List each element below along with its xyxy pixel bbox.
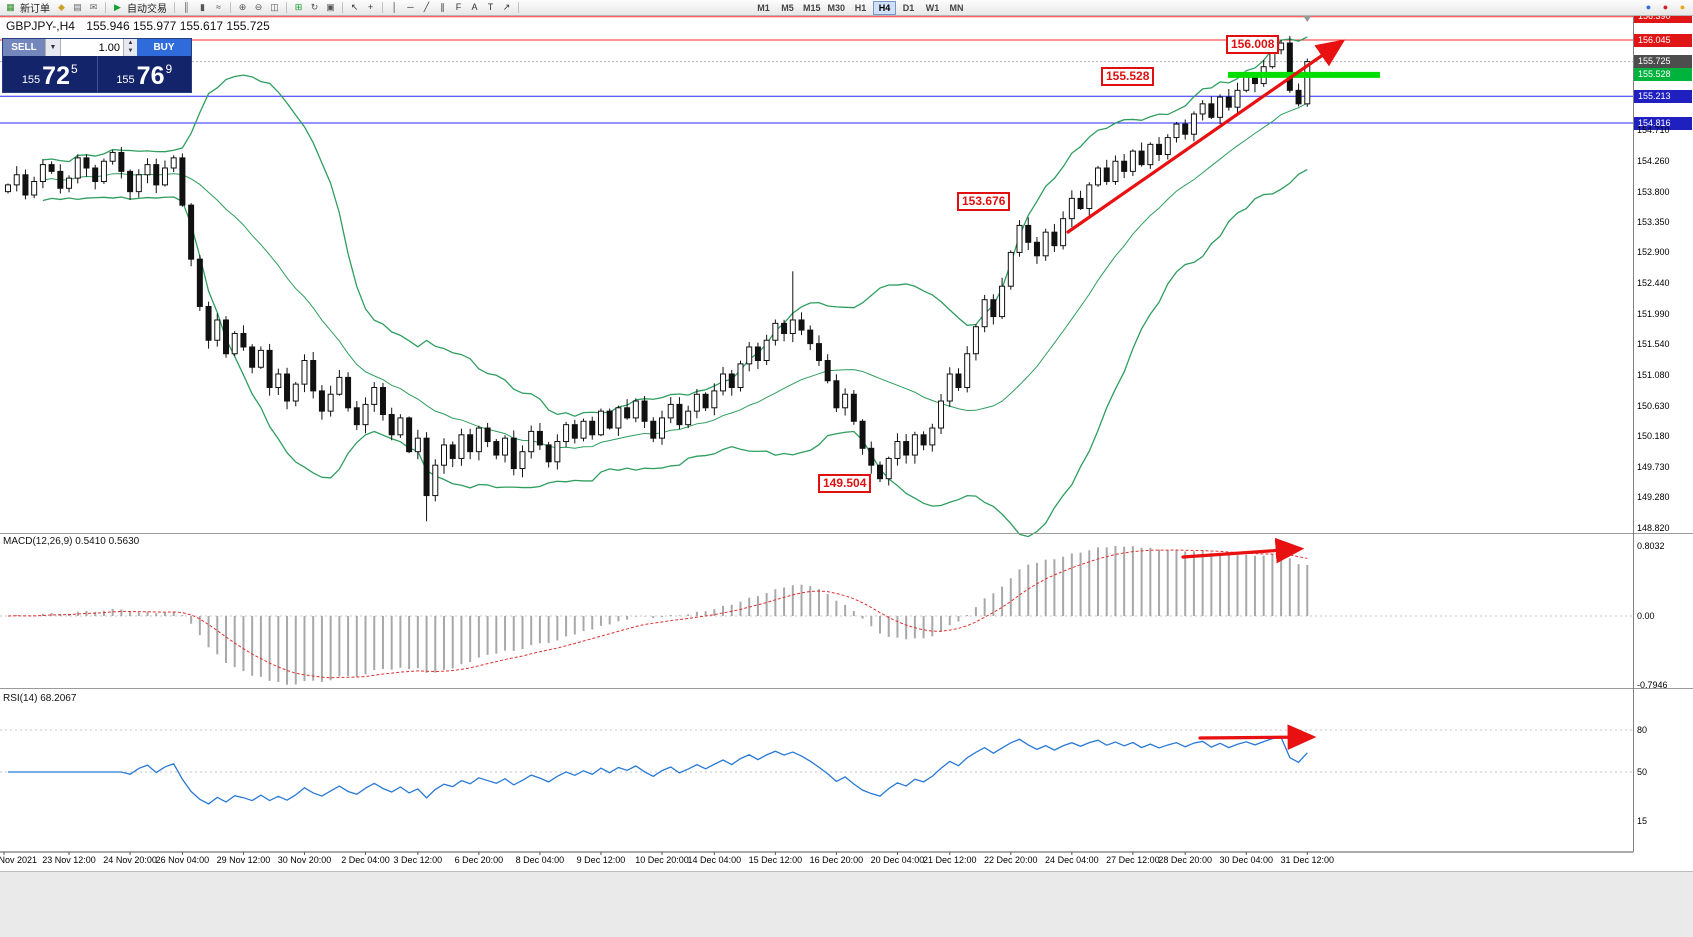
buy-price-area[interactable]: 155 76 9 <box>98 56 192 92</box>
autotrading-icon[interactable]: ▶ <box>114 2 121 12</box>
macd-signal-line <box>7 549 1308 679</box>
line-chart-icon[interactable]: ≈ <box>216 2 221 12</box>
timeframe-m15[interactable]: M15 <box>803 2 821 13</box>
toolbar-separator <box>382 2 383 13</box>
chart-shift-marker[interactable] <box>1303 16 1312 22</box>
trend-arrow[interactable] <box>1198 724 1317 751</box>
new-order-label: 新订单 <box>20 4 50 15</box>
add-indicator-icon[interactable]: ⊞ <box>294 2 303 12</box>
trend-arrow[interactable] <box>1181 537 1305 564</box>
timeframe-d1[interactable]: D1 <box>902 2 915 13</box>
zoom-out-icon[interactable]: ⊖ <box>254 2 263 12</box>
toolbar-separator <box>286 2 287 13</box>
styles-icon[interactable]: ◆ <box>58 2 65 12</box>
price-annotation[interactable]: 155.528 <box>1101 67 1155 86</box>
bollinger-upper <box>42 36 1308 417</box>
arrow-tool-icon[interactable]: ↗ <box>502 2 511 12</box>
candlestick-chart-icon[interactable]: ▮ <box>200 2 205 12</box>
one-click-trading-panel: SELL ▼ ▲ ▼ BUY 155 72 5 155 76 9 <box>2 38 192 93</box>
sell-price-pips: 72 <box>42 62 70 90</box>
timeframe-buttons: M1 M5 M15 M30 H1 H4 D1 W1 MN <box>752 0 968 15</box>
news-icon[interactable]: ● <box>1662 2 1669 12</box>
crosshair-icon[interactable]: + <box>367 2 374 12</box>
buy-price-base: 155 <box>116 74 135 86</box>
sell-price-base: 155 <box>21 74 41 86</box>
order-type-dropdown[interactable]: ▼ <box>45 39 61 56</box>
tile-windows-icon[interactable]: ◫ <box>270 2 279 12</box>
toolbar-separator <box>174 2 175 13</box>
horizontal-line-icon[interactable]: ─ <box>407 2 414 12</box>
toolbar-left-group: ▦ 新订单 ◆ ▤ ✉ ▶ 自动交易 ║ ▮ ≈ ⊕ ⊖ ◫ ⊞ ↻ ▣ ↖ + │ ─ ╱ ∥ F A T ↗ <box>3 0 522 15</box>
price-annotation[interactable]: 156.008 <box>1226 35 1280 54</box>
timeframe-h4[interactable]: H4 <box>873 0 897 15</box>
volume-stepper[interactable]: ▲ ▼ <box>123 39 137 56</box>
buy-price-pips: 76 <box>136 62 165 90</box>
zoom-in-icon[interactable]: ⊕ <box>238 2 247 12</box>
toolbar-right-group: ● ● ● <box>1641 1 1690 14</box>
toolbar-separator <box>342 2 343 13</box>
volume-down-icon[interactable]: ▼ <box>124 47 137 55</box>
price-annotation[interactable]: 153.676 <box>957 192 1011 211</box>
period-refresh-icon[interactable]: ↻ <box>310 2 319 12</box>
toolbar-separator <box>518 2 519 13</box>
timeframe-w1[interactable]: W1 <box>925 2 940 13</box>
channel-icon[interactable]: ∥ <box>440 2 445 12</box>
bollinger-lower <box>42 168 1308 538</box>
bollinger-middle <box>42 102 1308 449</box>
timeframe-m1[interactable]: M1 <box>757 2 770 13</box>
sell-price-point: 5 <box>70 62 78 76</box>
rsi-line <box>8 736 1308 805</box>
alert-icon[interactable]: ● <box>1679 2 1686 12</box>
new-order-icon[interactable]: ▦ <box>6 2 15 12</box>
timeframe-h1[interactable]: H1 <box>854 2 867 13</box>
trend-arrow[interactable] <box>1066 39 1346 234</box>
volume-up-icon[interactable]: ▲ <box>124 39 137 47</box>
volume-input[interactable] <box>61 39 123 56</box>
candles <box>5 35 1311 522</box>
sell-price-area[interactable]: 155 72 5 <box>3 56 98 92</box>
sell-button[interactable]: SELL <box>3 39 45 56</box>
trendline-icon[interactable]: ╱ <box>423 2 430 12</box>
toolbar-separator <box>105 2 106 13</box>
text-icon[interactable]: A <box>471 2 478 12</box>
mail-icon[interactable]: ✉ <box>89 2 98 12</box>
help-icon[interactable]: ● <box>1645 2 1652 12</box>
timeframe-m5[interactable]: M5 <box>781 2 794 13</box>
toolbar-separator <box>230 2 231 13</box>
timeframe-mn[interactable]: MN <box>949 2 964 13</box>
profiles-icon[interactable]: ▤ <box>73 2 82 12</box>
cursor-icon[interactable]: ↖ <box>350 2 359 12</box>
text-label-icon[interactable]: T <box>487 2 494 12</box>
templates-icon[interactable]: ▣ <box>326 2 335 12</box>
price-annotation[interactable]: 149.504 <box>818 474 872 493</box>
macd-histogram <box>15 546 1309 685</box>
main-toolbar: ▦ 新订单 ◆ ▤ ✉ ▶ 自动交易 ║ ▮ ≈ ⊕ ⊖ ◫ ⊞ ↻ ▣ ↖ + │ ─ ╱ ∥ F A T ↗ M1 M5 M15 M… <box>0 0 1693 16</box>
buy-button[interactable]: BUY <box>137 39 191 56</box>
vertical-line-icon[interactable]: │ <box>391 2 398 12</box>
autotrading-label: 自动交易 <box>127 4 167 15</box>
fibonacci-icon[interactable]: F <box>455 2 462 12</box>
bar-chart-icon[interactable]: ║ <box>183 2 190 12</box>
buy-price-point: 9 <box>165 62 173 76</box>
timeframe-m30[interactable]: M30 <box>827 2 846 13</box>
